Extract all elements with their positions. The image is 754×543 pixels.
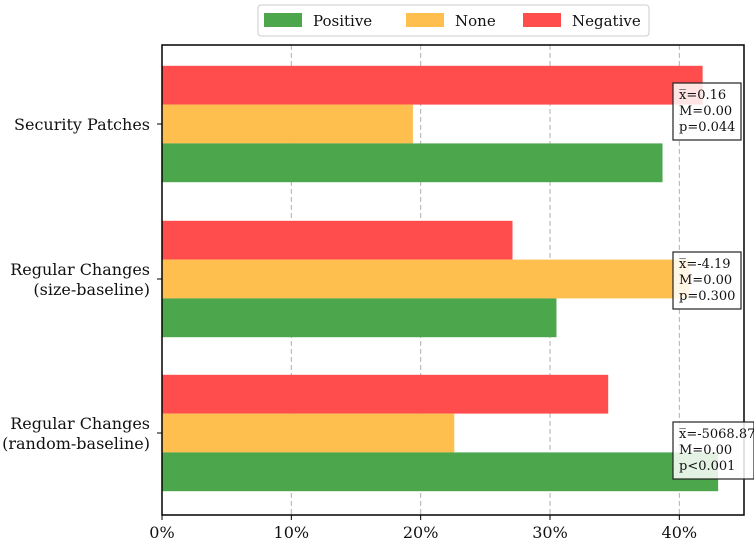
stat-annotations: x̅=0.16M=0.00p=0.044x̅=-4.19M=0.00p=0.30…: [672, 82, 754, 480]
y-tick-label-line2: (random-baseline): [2, 434, 150, 453]
x-axis: 0% 10% 20% 30% 40%: [149, 515, 697, 542]
x-tick-label: 40%: [662, 523, 698, 542]
stat-p: p=0.300: [679, 289, 735, 304]
legend-swatch-negative: [523, 13, 561, 27]
stat-mean: x̅=-4.19: [679, 257, 731, 272]
bar-negative: [162, 220, 513, 260]
stat-p: p<0.001: [679, 459, 735, 474]
legend-label: Negative: [572, 12, 641, 30]
stat-mean: x̅=-5068.87: [679, 427, 754, 442]
legend-swatch-none: [406, 13, 444, 27]
legend-swatch-positive: [264, 13, 302, 27]
stat-median: M=0.00: [679, 273, 732, 288]
bar-positive: [162, 143, 663, 183]
y-tick-label: Regular Changes: [10, 414, 150, 433]
bar-none: [162, 413, 455, 453]
x-tick-label: 10%: [274, 523, 310, 542]
legend-label: None: [455, 12, 496, 30]
stat-p: p=0.044: [679, 120, 735, 135]
x-tick-label: 20%: [403, 523, 439, 542]
x-tick-label: 0%: [149, 523, 174, 542]
y-tick-label: Security Patches: [14, 115, 150, 134]
stat-box: x̅=0.16M=0.00p=0.044: [672, 82, 742, 141]
stat-box-frame: [672, 421, 754, 480]
stat-box: x̅=-4.19M=0.00p=0.300: [672, 251, 742, 310]
stat-mean: x̅=0.16: [679, 88, 726, 103]
plot-frame: [161, 44, 745, 516]
bars: [162, 65, 719, 492]
stat-median: M=0.00: [679, 443, 732, 458]
bar-positive: [162, 298, 557, 338]
stat-box: x̅=-5068.87M=0.00p<0.001: [672, 421, 754, 480]
x-tick-label: 30%: [532, 523, 568, 542]
y-tick-label: Regular Changes: [10, 260, 150, 279]
stat-box-frame: [672, 251, 742, 310]
legend: Positive None Negative: [257, 4, 650, 37]
bar-negative: [162, 374, 609, 414]
bar-negative: [162, 65, 703, 105]
legend-label: Positive: [313, 12, 372, 30]
stat-box-frame: [672, 82, 742, 141]
bar-positive: [162, 452, 719, 492]
bar-none: [162, 259, 690, 299]
stat-median: M=0.00: [679, 104, 732, 119]
y-tick-label-line2: (size-baseline): [33, 280, 150, 299]
legend-frame: [257, 4, 650, 37]
bar-none: [162, 104, 413, 144]
